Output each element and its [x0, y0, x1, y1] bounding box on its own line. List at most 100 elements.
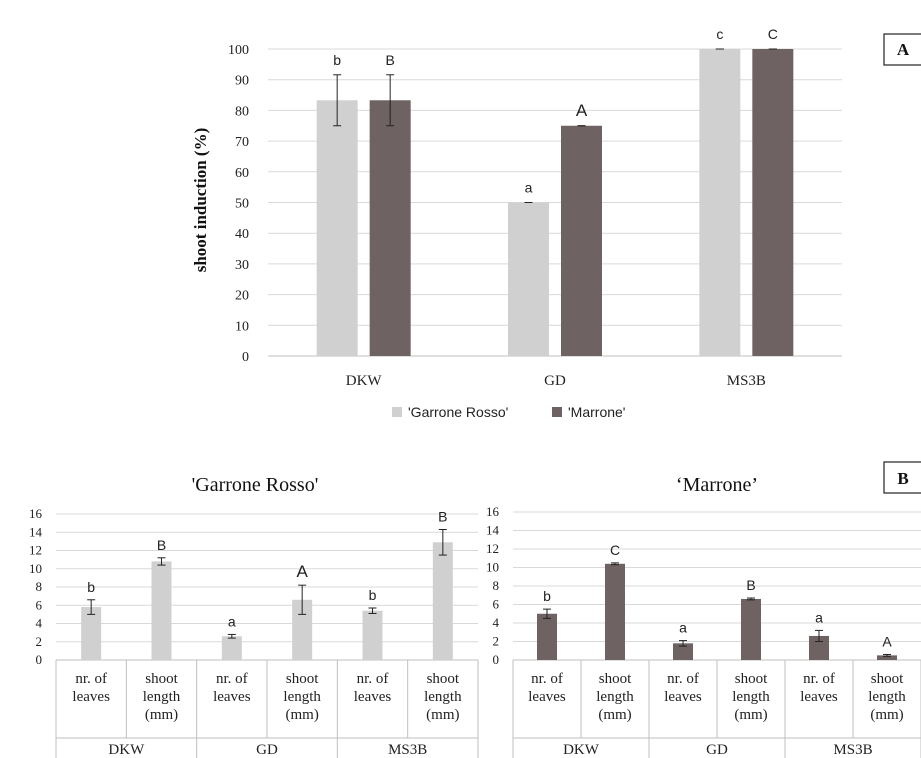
y-tick-label: 0 [242, 350, 249, 365]
significance-letter: A [882, 633, 892, 649]
y-tick-label: 60 [235, 166, 249, 181]
y-tick-label: 12 [29, 543, 42, 558]
y-tick-label: 4 [36, 616, 43, 631]
bar [362, 610, 383, 660]
bar [809, 635, 829, 660]
significance-letter: A [296, 562, 308, 581]
chart-title-marrone: ‘Marrone’ [676, 474, 758, 496]
legend-a: 'Garrone Rosso' 'Marrone' [392, 404, 625, 420]
y-tick-label: 70 [235, 135, 249, 150]
x-tick-labels-a: DKW GD MS3B [346, 373, 766, 389]
y-tick-label: 8 [493, 578, 500, 593]
group-label: MS3B [833, 742, 872, 758]
measure-label: leaves [528, 689, 566, 705]
legend-label-marrone: 'Marrone' [568, 404, 625, 420]
y-tick-label: 14 [29, 524, 43, 539]
measure-label: (mm) [734, 707, 767, 723]
measure-label: length [596, 689, 634, 705]
bar [432, 542, 453, 660]
significance-letter: b [87, 579, 95, 595]
y-tick-label: 40 [235, 227, 249, 242]
measure-label: (mm) [286, 707, 319, 723]
y-tick-label: 12 [486, 541, 499, 556]
measure-label: (mm) [426, 707, 459, 723]
legend-label-garrone: 'Garrone Rosso' [408, 404, 508, 420]
y-tick-label: 4 [493, 615, 500, 630]
significance-letter: b [333, 52, 341, 68]
significance-letter: B [385, 52, 394, 68]
measure-label: shoot [735, 671, 768, 687]
group-label: DKW [108, 742, 145, 758]
significance-letter: B [746, 577, 755, 593]
group-label: MS3B [388, 742, 427, 758]
panel-label-box-b [883, 461, 921, 494]
measure-label: leaves [354, 689, 392, 705]
y-tick-label: 2 [36, 634, 43, 649]
bar [537, 613, 557, 660]
measure-label: length [424, 689, 462, 705]
measure-label: nr. of [667, 671, 699, 687]
x-tick-label: MS3B [727, 373, 766, 389]
y-tick-label: 0 [493, 652, 500, 667]
bar [561, 125, 602, 356]
significance-letter: A [576, 101, 588, 120]
measure-label: length [732, 689, 770, 705]
y-tick-label: 6 [36, 597, 43, 612]
legend-swatch-marrone [552, 407, 562, 417]
measure-label: leaves [72, 689, 110, 705]
measure-label: length [868, 689, 906, 705]
panel-label-b: B [897, 469, 908, 488]
bar [673, 643, 693, 660]
significance-letter: B [157, 537, 166, 553]
y-tick-label: 8 [36, 579, 43, 594]
measure-label: shoot [427, 671, 460, 687]
measure-label: nr. of [75, 671, 107, 687]
panel-label-box-a [883, 33, 921, 66]
group-label: GD [706, 742, 728, 758]
measure-label: nr. of [531, 671, 563, 687]
significance-letter: C [610, 542, 620, 558]
y-tick-label: 14 [486, 523, 500, 538]
bars-a: b Ba Ac C [316, 26, 794, 356]
panel-label-a: A [897, 40, 910, 59]
bar [316, 100, 358, 356]
measure-label: nr. of [216, 671, 248, 687]
y-axis-title-a: shoot induction (%) [191, 128, 210, 273]
measure-label: nr. of [803, 671, 835, 687]
group-label: DKW [563, 742, 600, 758]
y-tick-label: 30 [235, 258, 249, 273]
y-tick-label: 50 [235, 197, 249, 212]
significance-letter: c [716, 26, 723, 42]
bar [752, 49, 794, 356]
measure-label: shoot [871, 671, 904, 687]
bar [699, 49, 741, 356]
y-tick-label: 100 [228, 43, 249, 58]
y-tick-label: 10 [235, 319, 249, 334]
measure-label: shoot [145, 671, 178, 687]
y-tick-label: 10 [486, 560, 499, 575]
chart-title-garrone: 'Garrone Rosso' [192, 474, 319, 496]
significance-letter: a [525, 180, 533, 196]
y-tick-label: 16 [29, 506, 43, 521]
measure-label: shoot [599, 671, 632, 687]
measure-label: (mm) [870, 707, 903, 723]
legend-swatch-garrone [392, 407, 402, 417]
y-tick-label: 0 [36, 652, 43, 667]
significance-letter: b [543, 588, 551, 604]
significance-letter: a [228, 613, 236, 629]
significance-letter: a [815, 609, 823, 625]
bar [292, 599, 313, 660]
measure-label: length [143, 689, 181, 705]
chart-panel-b: B 'Garrone Rosso' ‘Marrone’ 0 2 4 6 8 10 12 14 1… [29, 461, 921, 758]
bar [605, 563, 625, 660]
bar [151, 561, 172, 660]
gridlines-a [268, 48, 842, 357]
y-tick-label: 2 [493, 634, 500, 649]
y-tick-label: 90 [235, 74, 249, 89]
significance-letter: B [438, 509, 447, 525]
significance-letter: a [679, 620, 687, 636]
x-tick-label: GD [544, 373, 566, 389]
bar [508, 202, 549, 356]
